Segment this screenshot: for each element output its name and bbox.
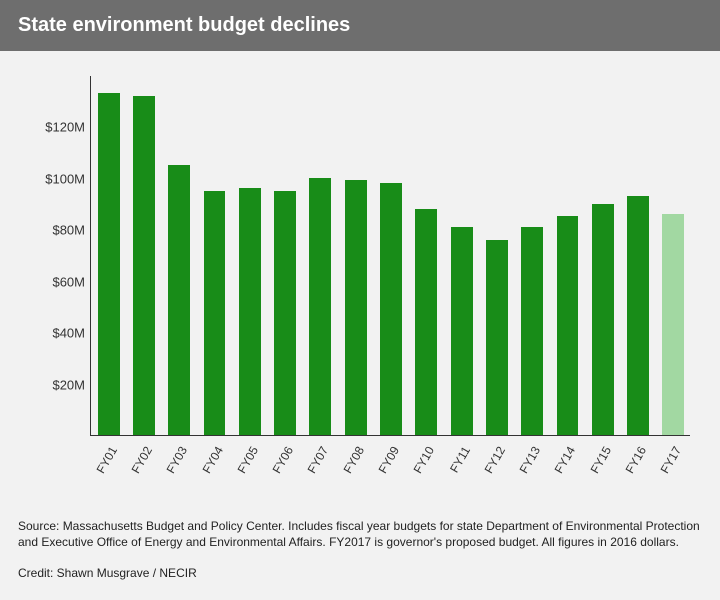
bar <box>521 227 543 435</box>
y-tick-label: $120M <box>30 120 85 135</box>
x-tick-label: FY04 <box>199 444 225 476</box>
bar <box>627 196 649 435</box>
bar <box>274 191 296 435</box>
bar <box>133 96 155 435</box>
chart-title: State environment budget declines <box>0 0 720 51</box>
x-tick-label: FY09 <box>376 444 402 476</box>
x-tick-label: FY02 <box>129 444 155 476</box>
x-tick-label: FY13 <box>517 444 543 476</box>
chart-container: State environment budget declines $20M $4… <box>0 0 720 600</box>
bar <box>380 183 402 435</box>
x-tick-label: FY17 <box>658 444 684 476</box>
bar <box>309 178 331 435</box>
x-tick-label: FY07 <box>305 444 331 476</box>
y-tick-label: $80M <box>30 223 85 238</box>
x-tick-label: FY11 <box>447 444 473 475</box>
bar <box>557 216 579 435</box>
x-tick-label: FY08 <box>340 444 366 476</box>
bar <box>592 204 614 435</box>
bar <box>486 240 508 435</box>
bar <box>98 93 120 435</box>
x-tick-label: FY10 <box>411 444 437 476</box>
x-tick-label: FY06 <box>270 444 296 476</box>
bar <box>415 209 437 435</box>
bar <box>451 227 473 435</box>
chart-area: $20M $40M $60M $80M $100M $120M FY01 FY02 FY03 F… <box>30 66 700 486</box>
x-tick-label: FY01 <box>93 444 119 476</box>
bar <box>345 180 367 435</box>
x-tick-label: FY16 <box>623 444 649 476</box>
x-tick-label: FY05 <box>234 444 260 476</box>
bar <box>239 188 261 435</box>
bar <box>662 214 684 435</box>
plot-region <box>90 76 690 436</box>
y-tick-label: $100M <box>30 171 85 186</box>
x-tick-label: FY14 <box>552 444 578 476</box>
x-tick-label: FY03 <box>164 444 190 476</box>
y-tick-label: $20M <box>30 377 85 392</box>
credit-text: Credit: Shawn Musgrave / NECIR <box>18 565 702 582</box>
bar <box>168 165 190 435</box>
chart-footer: Source: Massachusetts Budget and Policy … <box>18 518 702 582</box>
x-tick-label: FY12 <box>482 444 508 476</box>
y-tick-label: $60M <box>30 274 85 289</box>
y-tick-label: $40M <box>30 326 85 341</box>
x-tick-label: FY15 <box>587 444 613 476</box>
bar <box>204 191 226 435</box>
source-text: Source: Massachusetts Budget and Policy … <box>18 518 702 552</box>
